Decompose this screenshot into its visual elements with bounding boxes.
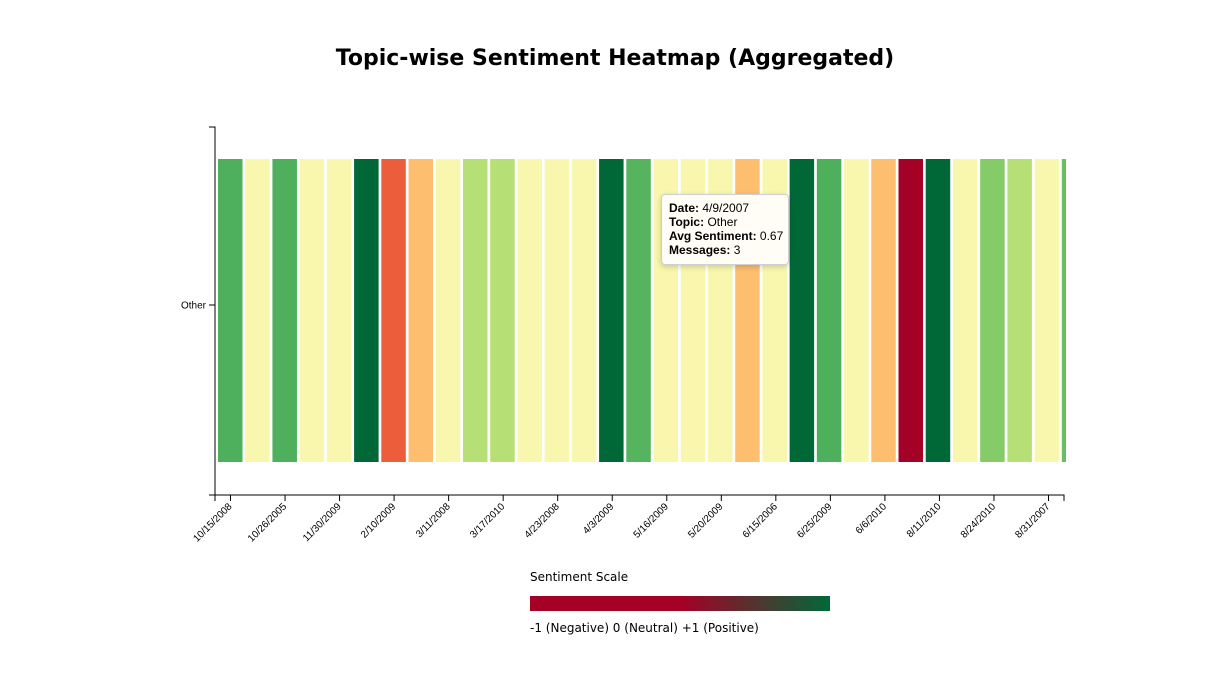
- heatmap-cell[interactable]: [952, 159, 978, 462]
- heatmap-cells: [218, 159, 1066, 462]
- x-tick-label: 10/26/2005: [246, 501, 289, 544]
- heatmap-cell[interactable]: [816, 159, 842, 462]
- x-axis: 10/15/2008 10/26/2005 11/30/2009 2/10/2009 3…: [191, 494, 1065, 545]
- x-tick-label: 3/17/2010: [468, 501, 508, 541]
- x-tick-label: 6/6/2010: [854, 501, 890, 537]
- legend-gradient-bar: [530, 596, 830, 611]
- x-tick-label: 4/3/2009: [581, 501, 617, 537]
- legend-title: Sentiment Scale: [530, 570, 629, 584]
- heatmap-cell[interactable]: [517, 159, 542, 462]
- hover-tooltip: Date: 4/9/2007 Topic: Other Avg Sentimen…: [661, 194, 789, 265]
- heatmap-cell[interactable]: [1007, 159, 1032, 462]
- heatmap-cell[interactable]: [408, 159, 434, 462]
- tooltip-messages-row: Messages: 3: [669, 243, 741, 257]
- x-tick-label: 5/16/2009: [632, 501, 672, 541]
- x-tick-label: 8/11/2010: [905, 501, 944, 540]
- heatmap-cell[interactable]: [462, 159, 488, 462]
- heatmap-cell[interactable]: [789, 159, 815, 462]
- heatmap-cell[interactable]: [925, 159, 951, 462]
- tooltip-topic-row: Topic: Other: [669, 215, 738, 229]
- heatmap-cell[interactable]: [326, 159, 352, 462]
- heatmap-cell[interactable]: [844, 159, 869, 462]
- heatmap-cell[interactable]: [898, 159, 924, 462]
- x-tick-label: 8/24/2010: [959, 501, 999, 541]
- heatmap-cell[interactable]: [435, 159, 461, 462]
- tooltip-date-row: Date: 4/9/2007: [669, 201, 750, 215]
- heatmap-cell[interactable]: [1034, 159, 1060, 462]
- heatmap-cell[interactable]: [245, 159, 270, 462]
- chart-title: Topic-wise Sentiment Heatmap (Aggregated…: [335, 46, 895, 71]
- x-tick-label: 8/31/2007: [1013, 501, 1053, 541]
- x-tick-label: 2/10/2009: [359, 501, 399, 541]
- heatmap-cell[interactable]: [980, 159, 1005, 462]
- heatmap-cell[interactable]: [599, 159, 624, 462]
- heatmap-cell[interactable]: [1061, 159, 1066, 462]
- legend-caption: -1 (Negative) 0 (Neutral) +1 (Positive): [530, 621, 759, 635]
- heatmap-cell[interactable]: [544, 159, 570, 462]
- x-tick-label: 11/30/2009: [301, 501, 344, 544]
- heatmap-cell[interactable]: [381, 159, 406, 462]
- y-axis: Other: [181, 126, 216, 496]
- y-axis-line: [209, 126, 216, 496]
- y-tick-label: Other: [181, 301, 207, 312]
- x-axis-line: [214, 494, 1065, 501]
- tooltip-sentiment-row: Avg Sentiment: 0.67: [669, 229, 784, 243]
- heatmap-cell[interactable]: [354, 159, 379, 462]
- x-tick-label: 6/25/2009: [795, 501, 835, 541]
- x-tick-label: 6/15/2006: [741, 501, 781, 541]
- x-tick-label: 4/23/2008: [523, 501, 563, 541]
- heatmap-cell[interactable]: [571, 159, 597, 462]
- heatmap-cell[interactable]: [299, 159, 325, 462]
- heatmap-cell[interactable]: [626, 159, 651, 462]
- heatmap-cell[interactable]: [871, 159, 896, 462]
- heatmap-cell[interactable]: [490, 159, 515, 462]
- x-tick-label: 3/11/2008: [414, 501, 453, 540]
- x-tick-label: 10/15/2008: [191, 501, 234, 544]
- x-tick-label: 5/20/2009: [686, 501, 726, 541]
- heatmap-cell[interactable]: [272, 159, 297, 462]
- heatmap-cell[interactable]: [218, 159, 243, 462]
